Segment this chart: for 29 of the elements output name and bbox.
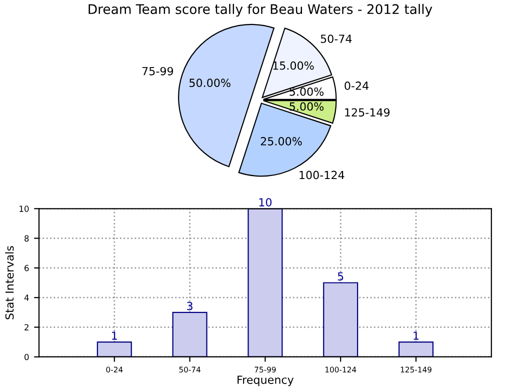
chart-title: Dream Team score tally for Beau Waters - 2012 tally xyxy=(88,4,432,17)
slice-label: 0-24 xyxy=(344,82,369,90)
bar xyxy=(323,282,358,357)
y-tick-label: 8 xyxy=(24,235,29,242)
slice-label: 100-124 xyxy=(300,170,344,180)
bar xyxy=(248,208,283,357)
y-tick-label: 2 xyxy=(24,324,28,330)
x-axis-title: Frequency xyxy=(238,376,294,386)
data-label: 5 xyxy=(338,272,344,281)
data-label: 5.00% xyxy=(290,102,324,111)
slice-label: 50-74 xyxy=(320,34,352,43)
y-axis-title: Stat Intervals xyxy=(5,246,14,320)
y-tick-label: 0 xyxy=(24,354,29,360)
bar xyxy=(96,341,132,357)
data-label: 15.00% xyxy=(273,61,314,70)
data-label: 5.00% xyxy=(290,87,324,96)
data-label: 1 xyxy=(112,332,117,340)
slice-label: 75-99 xyxy=(142,66,174,76)
data-label: 3 xyxy=(187,302,192,310)
y-tick-label: 10 xyxy=(20,206,29,212)
slice-label: 125-149 xyxy=(345,108,390,117)
data-label: 25.00% xyxy=(260,137,302,146)
data-label: 10 xyxy=(259,198,272,206)
bar xyxy=(172,312,208,357)
y-tick-label: 4 xyxy=(24,294,29,301)
y-tick-label: 6 xyxy=(24,264,29,272)
data-label: 50.00% xyxy=(190,78,230,88)
bar xyxy=(398,341,434,357)
data-label: 1 xyxy=(414,332,419,340)
